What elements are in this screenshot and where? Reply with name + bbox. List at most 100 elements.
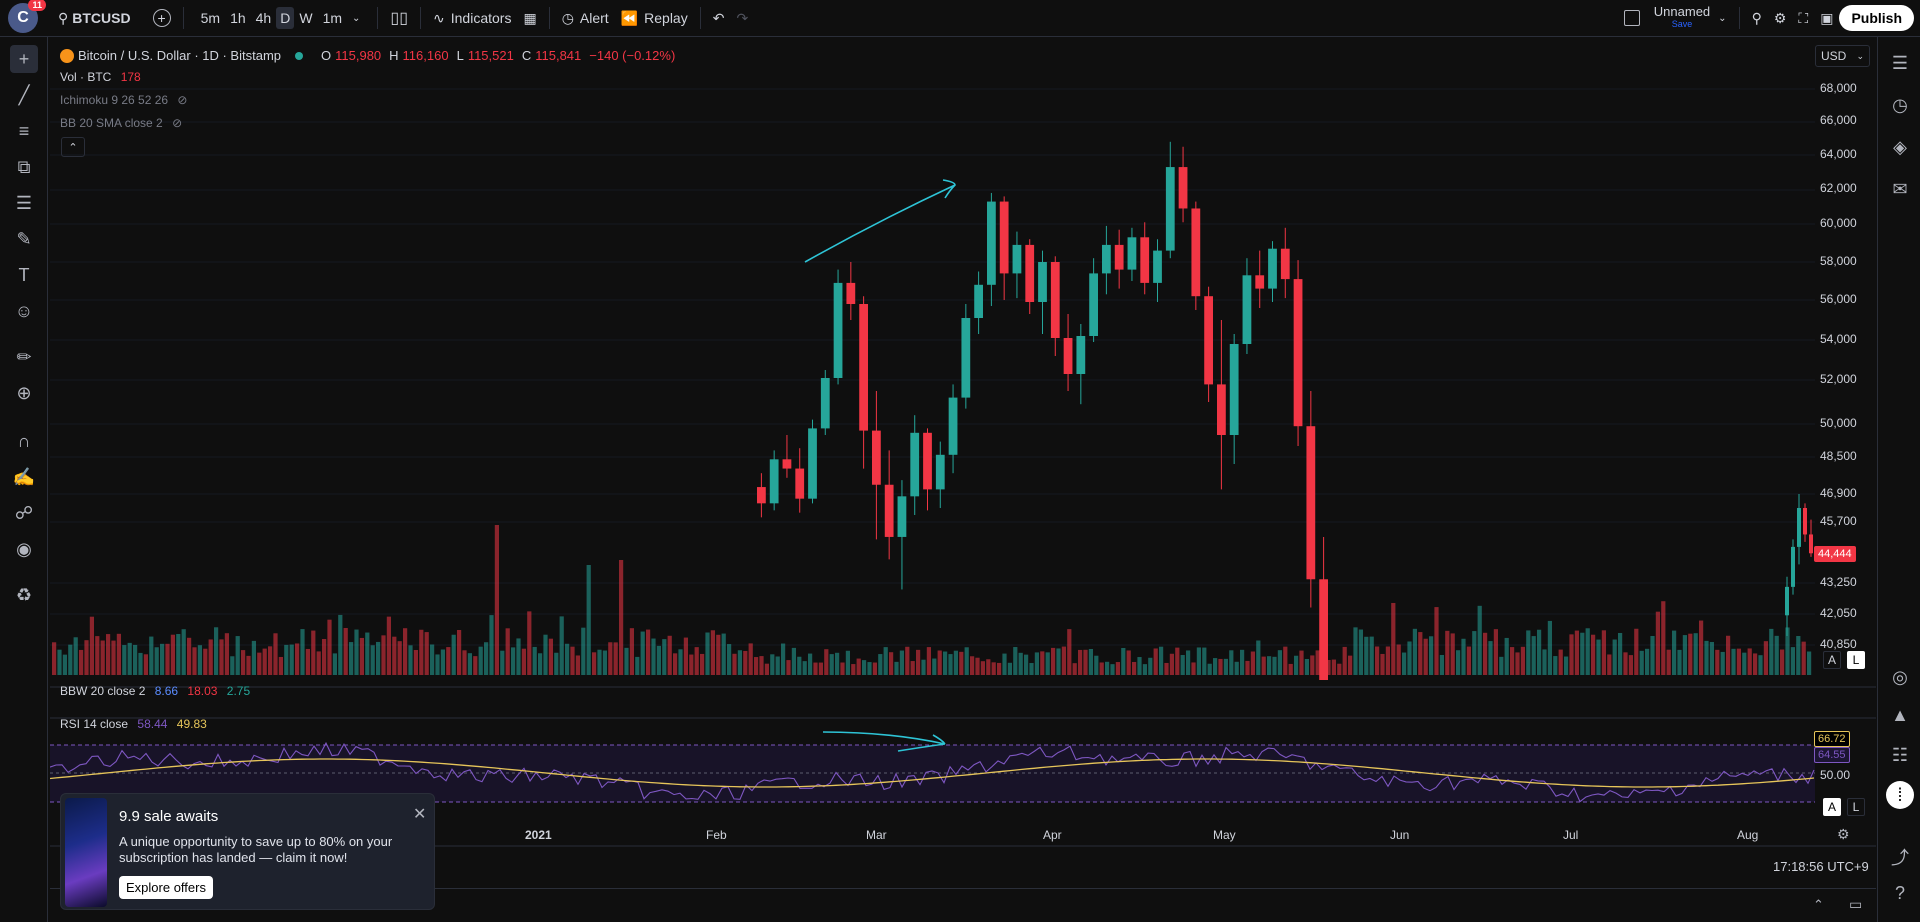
user-avatar[interactable]: C 11 xyxy=(8,0,46,33)
chevron-down-icon[interactable]: ⌄ xyxy=(352,12,361,24)
fullscreen-button[interactable]: ⛶ xyxy=(1792,0,1814,37)
compare-symbol-button[interactable]: + xyxy=(147,0,177,37)
prediction-icon[interactable]: ☰ xyxy=(15,192,33,213)
undo-button[interactable]: ↶ xyxy=(707,0,731,37)
ichimoku-legend[interactable]: Ichimoku 9 26 52 26 ⊘ xyxy=(60,93,187,107)
maximize-panel-icon[interactable]: ▭ xyxy=(1849,896,1863,912)
ideas-icon[interactable]: ▲ xyxy=(1891,704,1909,725)
volume-bar xyxy=(1763,641,1768,675)
trash-icon[interactable]: ♻ xyxy=(15,584,33,605)
publish-button[interactable]: Publish xyxy=(1839,5,1914,31)
timeframe-1m[interactable]: 1m xyxy=(322,10,343,26)
redo-icon: ↷ xyxy=(736,9,749,26)
eye-hidden-icon[interactable]: ⊘ xyxy=(177,93,188,107)
lock-icon[interactable]: ☍ xyxy=(14,502,34,523)
layout-menu-button[interactable]: Unnamed Save ⌄ xyxy=(1618,0,1733,37)
layers-icon[interactable]: ◈ xyxy=(1893,136,1907,157)
volume-bar xyxy=(824,649,829,675)
volume-bar xyxy=(575,655,580,675)
timeframe-4h[interactable]: 4h xyxy=(255,10,272,26)
chat-icon[interactable]: ✉ xyxy=(1892,178,1908,199)
drawn-arrow-price[interactable] xyxy=(804,179,956,263)
fullscreen-icon: ⛶ xyxy=(1798,9,1809,26)
alarm-clock-icon[interactable]: ◷ xyxy=(1892,94,1908,115)
volume-legend[interactable]: Vol · BTC 178 xyxy=(60,70,141,84)
ruler-icon[interactable]: ✏ xyxy=(16,346,32,367)
explore-offers-button[interactable]: Explore offers xyxy=(119,876,213,899)
volume-bar xyxy=(138,652,143,675)
volume-bar xyxy=(1558,649,1563,675)
apps-icon[interactable]: ⁞ xyxy=(1886,781,1914,809)
snapshot-button[interactable]: ▣ xyxy=(1814,0,1839,37)
lock-pen-icon[interactable]: ✍ xyxy=(12,466,36,487)
collapse-legend-button[interactable]: ⌃ xyxy=(61,137,85,157)
timeframe-5m[interactable]: 5m xyxy=(200,10,221,26)
volume-bar xyxy=(1628,655,1633,675)
templates-button[interactable]: ▦ xyxy=(517,0,542,37)
volume-bar xyxy=(1137,657,1142,675)
volume-bar xyxy=(921,659,926,675)
quick-search-button[interactable]: ⚲ xyxy=(1746,0,1768,37)
redo-button[interactable]: ↷ xyxy=(730,0,754,37)
candle-body xyxy=(872,430,881,485)
symbol-search-button[interactable]: ⚲ BTCUSD xyxy=(52,0,137,37)
bb-legend[interactable]: BB 20 SMA close 2 ⊘ xyxy=(60,116,182,130)
rsi-legend[interactable]: RSI 14 close 58.44 49.83 xyxy=(60,717,207,731)
volume-bar xyxy=(332,653,337,675)
rsi-label: RSI 14 close xyxy=(60,717,129,731)
timeframe-d[interactable]: D xyxy=(276,7,295,29)
emoji-icon[interactable]: ☺ xyxy=(14,300,34,321)
timeframe-1h[interactable]: 1h xyxy=(230,10,246,26)
drawing-toolbar: + ╱ ≡ ⧉ ☰ ✎ T ☺ ✏ ⊕ ∩ ✍ ☍ ◉ ♻ xyxy=(0,37,48,922)
signal-icon[interactable]: ⤴ xyxy=(1891,848,1909,868)
volume-bar xyxy=(338,614,343,675)
volume-bar xyxy=(1547,620,1552,675)
eye-icon[interactable]: ◉ xyxy=(16,538,32,559)
watchlist-icon[interactable]: ☰ xyxy=(1891,52,1909,73)
alert-button[interactable]: ◷ Alert xyxy=(556,0,615,37)
fib-icon[interactable]: ≡ xyxy=(18,120,30,141)
replay-button[interactable]: ⏪ Replay xyxy=(615,0,694,37)
volume-bar xyxy=(813,662,818,675)
volume-bar xyxy=(910,661,915,675)
text-icon[interactable]: T xyxy=(18,264,30,285)
pattern-icon[interactable]: ⧉ xyxy=(17,156,31,177)
help-icon[interactable]: ? xyxy=(1894,882,1905,903)
drawn-arrow-rsi[interactable] xyxy=(822,731,946,752)
volume-bar xyxy=(791,647,796,675)
rsi-log-button[interactable]: L xyxy=(1847,798,1865,816)
utc-clock[interactable]: 17:18:56 UTC+9 xyxy=(1773,859,1869,874)
rsi-auto-button[interactable]: A xyxy=(1823,798,1841,816)
log-scale-button[interactable]: L xyxy=(1847,651,1865,669)
axis-settings-icon[interactable]: ⚙ xyxy=(1837,826,1850,842)
trendline-icon[interactable]: ╱ xyxy=(18,84,30,105)
bbw-label: BBW 20 close 2 xyxy=(60,684,146,698)
brush-icon[interactable]: ✎ xyxy=(16,228,32,249)
chart-type-button[interactable]: ▯▯ xyxy=(384,0,414,37)
price-chart[interactable] xyxy=(50,40,1876,895)
chevron-up-icon[interactable]: ⌃ xyxy=(1813,897,1824,912)
auto-scale-button[interactable]: A xyxy=(1823,651,1841,669)
timeframe-w[interactable]: W xyxy=(299,10,313,26)
price-axis-label: 46,900 xyxy=(1820,486,1857,500)
volume-bar xyxy=(1337,663,1342,675)
settings-button[interactable]: ⚙ xyxy=(1768,0,1793,37)
eye-hidden-icon[interactable]: ⊘ xyxy=(172,116,183,130)
currency-selector[interactable]: USD ⌄ xyxy=(1815,45,1870,67)
symbol-title[interactable]: Bitcoin / U.S. Dollar · 1D · Bitstamp xyxy=(78,48,281,63)
volume-bar xyxy=(1067,629,1072,675)
close-icon[interactable]: ✕ xyxy=(413,806,427,823)
candle-body xyxy=(935,454,945,490)
candle-body xyxy=(1242,275,1252,344)
bbw-legend[interactable]: BBW 20 close 2 8.66 18.03 2.75 xyxy=(60,684,250,698)
magnet-icon[interactable]: ∩ xyxy=(17,430,31,451)
price-axis-label: 50,000 xyxy=(1820,416,1857,430)
target-icon[interactable]: ◎ xyxy=(1892,666,1908,687)
crosshair-icon[interactable]: + xyxy=(10,45,38,73)
indicators-button[interactable]: ∿ Indicators xyxy=(427,0,517,37)
zoom-in-icon[interactable]: ⊕ xyxy=(16,382,32,403)
candle-body xyxy=(782,459,792,469)
price-axis-label: 58,000 xyxy=(1820,254,1857,268)
calendar-icon[interactable]: ☷ xyxy=(1891,744,1909,765)
volume-bar xyxy=(1402,652,1407,675)
